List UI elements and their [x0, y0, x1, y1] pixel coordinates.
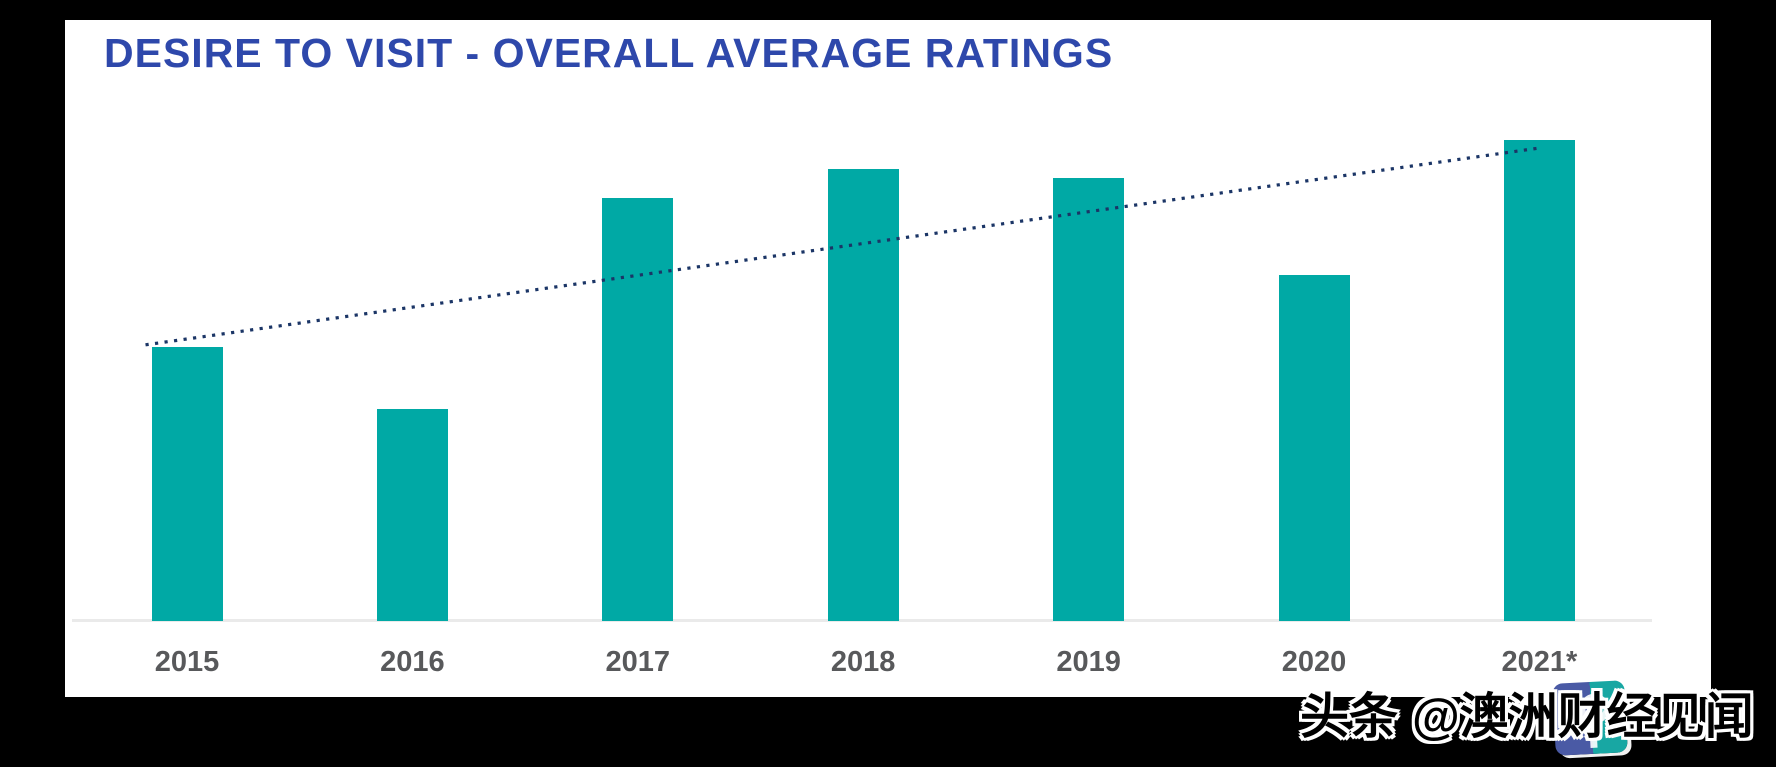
- bar-2016: [376, 409, 448, 621]
- bar-2018: [827, 168, 899, 621]
- bar-2019: [1053, 178, 1125, 621]
- x-axis-label: 2018: [830, 646, 896, 678]
- watermark-handle: @澳洲财经见闻: [1412, 690, 1754, 744]
- x-axis-label: 2015: [154, 646, 220, 678]
- x-axis-label: 2017: [605, 646, 671, 678]
- bar-2021: [1503, 140, 1575, 621]
- bar-2020: [1278, 274, 1350, 621]
- bar-2015: [151, 346, 223, 621]
- x-axis-label: 2016: [380, 646, 445, 678]
- letterbox-right: [1711, 0, 1776, 767]
- letterbox-top: [0, 0, 1776, 20]
- bar-2017: [602, 197, 674, 621]
- x-axis-label: 2020: [1281, 646, 1347, 678]
- letterbox-bottom: [0, 697, 1776, 767]
- x-axis-label: 2019: [1056, 646, 1121, 678]
- watermark-brand: 头条: [1300, 690, 1399, 744]
- watermark: 头条 @澳洲财经见闻: [1300, 678, 1770, 764]
- letterbox-left: [0, 0, 65, 767]
- x-axis-label: 2021*: [1501, 646, 1578, 678]
- chart-title: DESIRE TO VISIT - OVERALL AVERAGE RATING…: [104, 30, 1114, 76]
- watermark-text: 头条 @澳洲财经见闻: [1300, 684, 1754, 750]
